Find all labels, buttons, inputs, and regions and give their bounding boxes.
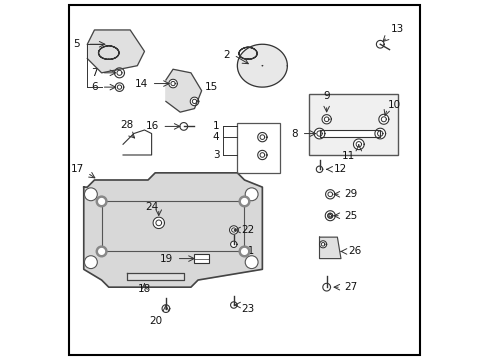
Polygon shape: [162, 305, 169, 312]
Text: 6: 6: [91, 82, 98, 92]
Polygon shape: [230, 302, 237, 308]
Circle shape: [239, 246, 249, 257]
Polygon shape: [314, 128, 324, 139]
Polygon shape: [114, 68, 124, 78]
Polygon shape: [168, 79, 177, 88]
Polygon shape: [123, 130, 151, 155]
Text: 1: 1: [212, 121, 219, 131]
Circle shape: [99, 199, 104, 204]
Polygon shape: [257, 132, 266, 142]
Circle shape: [84, 188, 97, 201]
Polygon shape: [115, 83, 123, 91]
Text: 21: 21: [241, 247, 254, 256]
Circle shape: [244, 188, 258, 201]
Polygon shape: [87, 30, 144, 73]
Text: 18: 18: [138, 284, 151, 294]
Circle shape: [99, 249, 104, 254]
Text: 20: 20: [149, 316, 162, 326]
Text: 26: 26: [347, 247, 361, 256]
Polygon shape: [230, 241, 237, 248]
Text: 13: 13: [390, 23, 404, 33]
Polygon shape: [319, 130, 380, 137]
Text: 27: 27: [344, 282, 357, 292]
Bar: [308, 94, 397, 155]
Text: 10: 10: [386, 100, 400, 110]
Polygon shape: [237, 44, 287, 87]
Text: 12: 12: [333, 164, 346, 174]
Text: 11: 11: [341, 152, 354, 161]
Text: 5: 5: [73, 39, 80, 49]
Polygon shape: [180, 122, 187, 130]
Text: 9: 9: [323, 91, 329, 102]
Text: 23: 23: [241, 303, 254, 314]
Text: 3: 3: [212, 150, 219, 160]
Polygon shape: [378, 114, 388, 124]
Text: 16: 16: [145, 121, 159, 131]
Circle shape: [96, 196, 107, 207]
Text: 14: 14: [135, 78, 148, 89]
Polygon shape: [319, 237, 340, 258]
Polygon shape: [319, 241, 326, 248]
Polygon shape: [190, 97, 198, 106]
Polygon shape: [165, 69, 201, 112]
Polygon shape: [325, 190, 334, 199]
Circle shape: [96, 246, 107, 257]
Text: 15: 15: [205, 82, 218, 92]
Text: 29: 29: [344, 189, 357, 199]
Polygon shape: [322, 114, 331, 124]
Polygon shape: [327, 213, 332, 218]
Polygon shape: [153, 217, 164, 229]
Polygon shape: [325, 211, 335, 221]
Bar: [194, 254, 208, 263]
Text: 25: 25: [344, 211, 357, 221]
Polygon shape: [229, 226, 238, 234]
Text: 4: 4: [212, 132, 219, 142]
Circle shape: [244, 256, 258, 269]
Bar: [237, 123, 280, 173]
Text: 8: 8: [291, 129, 298, 139]
Circle shape: [239, 196, 249, 207]
Polygon shape: [316, 166, 322, 172]
Text: 2: 2: [223, 50, 230, 60]
Circle shape: [84, 256, 97, 269]
Polygon shape: [322, 283, 330, 291]
Polygon shape: [126, 273, 183, 280]
Text: 19: 19: [160, 253, 173, 264]
Polygon shape: [257, 150, 266, 159]
Text: 17: 17: [70, 164, 83, 174]
Circle shape: [241, 249, 247, 254]
Polygon shape: [353, 139, 364, 150]
Text: 7: 7: [91, 68, 98, 78]
Circle shape: [241, 199, 247, 204]
Text: 24: 24: [145, 202, 158, 212]
Text: 22: 22: [241, 225, 254, 235]
Polygon shape: [374, 128, 385, 139]
Polygon shape: [376, 40, 383, 48]
Polygon shape: [83, 173, 262, 287]
Text: 28: 28: [120, 120, 133, 130]
